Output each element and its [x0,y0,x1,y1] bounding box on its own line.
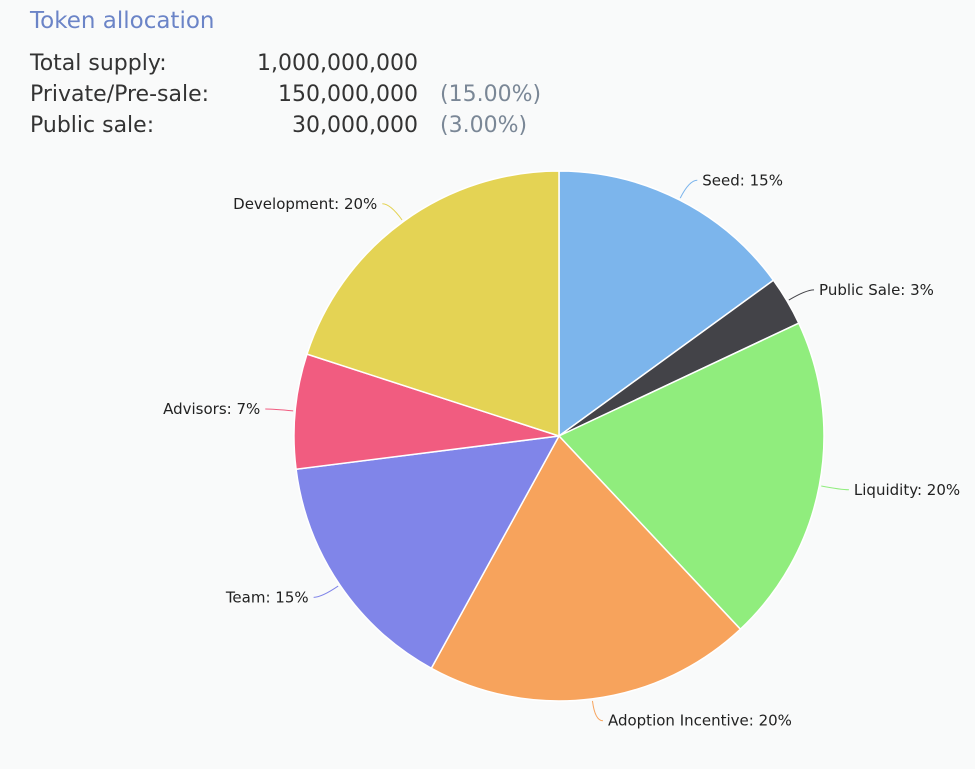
stat-label: Public sale: [30,113,155,138]
connector-advisors [265,408,294,412]
stat-value: 30,000,000 [292,113,418,138]
pie-slice-liquidity[interactable] [557,322,825,631]
pie-slice-seed[interactable] [558,170,775,438]
stat-row-private-presale: Private/Pre-sale: 150,000,000 (15.00%) [30,79,541,110]
connector-development [382,203,403,221]
pie-slice-team[interactable] [295,435,561,670]
connector-team [313,585,339,598]
stat-label: Total supply: [30,51,167,76]
data-label-seed: Seed: 15% [702,171,783,189]
data-label-liquidity: Liquidity: 20% [854,481,960,499]
data-label-public-sale: Public Sale: 3% [819,281,934,299]
connector-liquidity [821,485,849,491]
data-label-development: Development: 20% [233,195,377,213]
supply-stats: Total supply: 1,000,000,000 Private/Pre-… [30,48,541,141]
connector-seed [679,179,698,199]
stat-percent: (15.00%) [440,82,542,107]
pie-slice-development[interactable] [306,170,560,438]
stat-label: Private/Pre-sale: [30,82,210,107]
stat-row-public-sale: Public sale: 30,000,000 (3.00%) [30,110,541,141]
chart-title: Token allocation [30,8,215,34]
data-label-advisors: Advisors: 7% [163,400,260,418]
stat-value: 150,000,000 [278,82,418,107]
data-label-adoption-incentive: Adoption Incentive: 20% [608,712,792,730]
stat-row-total-supply: Total supply: 1,000,000,000 [30,48,541,79]
connector-adoption-incentive [591,700,604,722]
pie-slice-adoption-incentive[interactable] [430,434,742,702]
connector-public-sale [788,289,815,301]
pie-slice-advisors[interactable] [293,353,560,471]
data-label-team: Team: 15% [225,588,309,606]
stat-percent: (3.00%) [440,113,528,138]
stat-value: 1,000,000,000 [257,51,418,76]
